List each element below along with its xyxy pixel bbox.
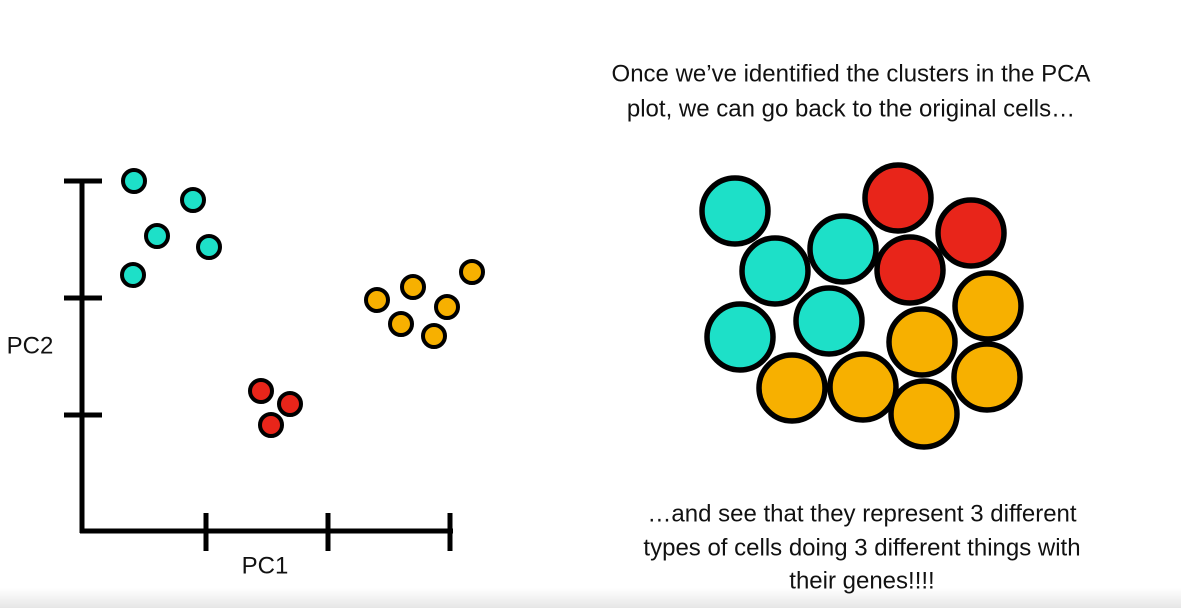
caption-line: Once we’ve identified the clusters in th… [612, 60, 1091, 87]
caption-line: plot, we can go back to the original cel… [627, 95, 1075, 122]
x-axis-label: PC1 [242, 552, 289, 579]
y-axis-label: PC2 [7, 332, 54, 359]
caption-line: their genes!!!! [789, 567, 934, 594]
pca-points [120, 168, 485, 438]
cells [699, 162, 1024, 450]
caption-line: types of cells doing 3 different things … [643, 534, 1080, 561]
pca-axes [64, 178, 453, 551]
caption-line: …and see that they represent 3 different [647, 500, 1076, 527]
bottom-shade [0, 588, 1181, 608]
